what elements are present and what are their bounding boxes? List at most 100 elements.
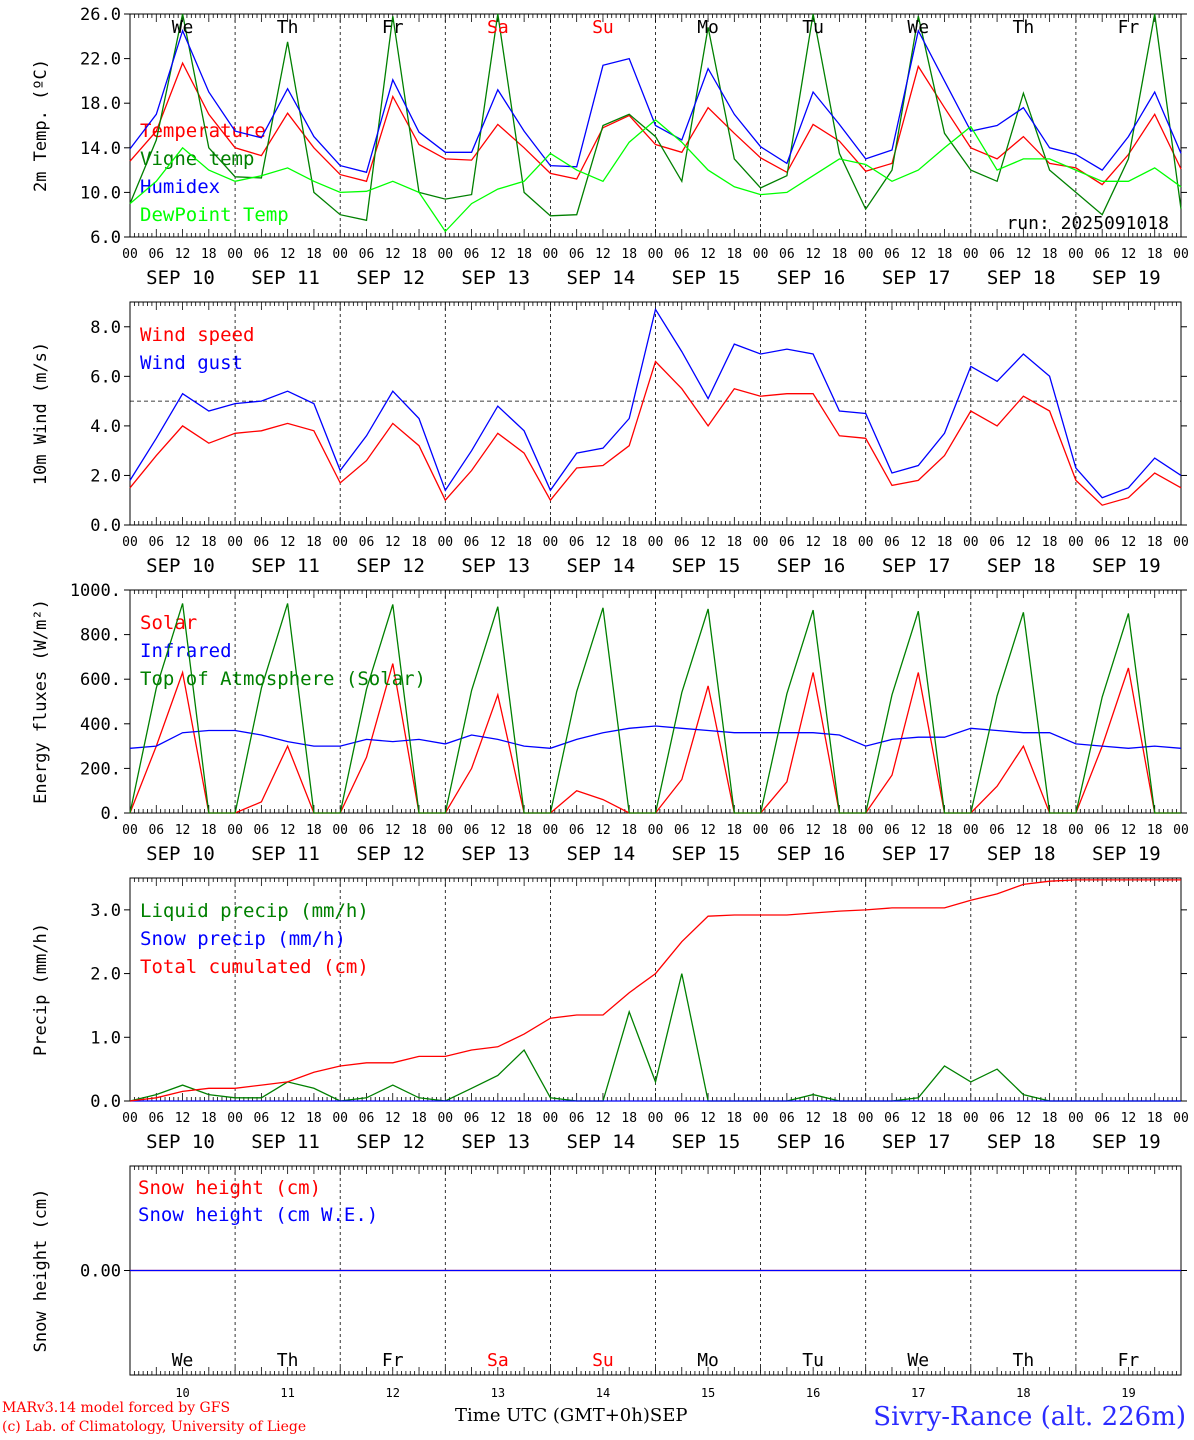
plot-frame (129, 589, 1182, 814)
x-day-number: 10 (175, 1386, 189, 1400)
x-hour-label: 12 (490, 535, 506, 550)
x-hour-label: 18 (516, 1111, 532, 1126)
x-hour-label: 18 (516, 247, 532, 262)
x-date-label: SEP 15 (672, 267, 741, 289)
x-hour-label: 00 (437, 823, 453, 838)
weekday-label: Sa (487, 1350, 509, 1371)
x-hour-label: 18 (1042, 823, 1058, 838)
legend-entry: Solar (140, 612, 197, 634)
x-date-label: SEP 10 (146, 555, 215, 577)
x-hour-label: 18 (411, 1111, 427, 1126)
x-hour-label: 00 (227, 535, 243, 550)
x-hour-label: 06 (779, 823, 795, 838)
x-hour-label: 06 (254, 247, 270, 262)
x-hour-label: 18 (516, 535, 532, 550)
x-date-label: SEP 17 (882, 843, 951, 865)
y-axis-label: 10m Wind (m/s) (31, 342, 51, 485)
x-date-label: SEP 15 (672, 1131, 741, 1153)
x-hour-label: 00 (753, 247, 769, 262)
x-date-label: SEP 19 (1092, 555, 1161, 577)
x-hour-label: 12 (385, 823, 401, 838)
x-hour-label: 06 (359, 1111, 375, 1126)
weekday-label: Sa (487, 17, 509, 38)
station-label: Sivry-Rance (alt. 226m) (873, 1402, 1186, 1432)
series-line-liquid-precip-mm-h- (129, 973, 1181, 1102)
x-date-label: SEP 14 (567, 555, 636, 577)
x-date-label: SEP 13 (461, 843, 530, 865)
x-hour-label: 00 (332, 247, 348, 262)
y-tick-label: 600. (80, 670, 121, 690)
x-date-label: SEP 12 (356, 555, 425, 577)
y-tick-label: 26.0 (80, 5, 121, 25)
x-date-label: SEP 19 (1092, 843, 1161, 865)
x-hour-label: 06 (359, 247, 375, 262)
x-hour-label: 18 (1147, 247, 1163, 262)
x-hour-label: 12 (1121, 247, 1137, 262)
x-date-label: SEP 10 (146, 1131, 215, 1153)
x-date-label: SEP 18 (987, 843, 1056, 865)
x-hour-label: 18 (1147, 535, 1163, 550)
x-hour-label: 18 (201, 823, 217, 838)
x-date-label: SEP 14 (567, 843, 636, 865)
legend-entry: Total cumulated (cm) (140, 956, 369, 978)
x-date-label: SEP 17 (882, 267, 951, 289)
x-hour-label: 06 (989, 535, 1005, 550)
x-hour-label: 00 (1173, 823, 1189, 838)
x-hour-label: 12 (490, 1111, 506, 1126)
x-hour-label: 12 (700, 535, 716, 550)
x-day-number: 18 (1016, 1386, 1030, 1400)
x-date-label: SEP 11 (251, 555, 320, 577)
x-date-label: SEP 13 (461, 1131, 530, 1153)
x-hour-label: 06 (1094, 1111, 1110, 1126)
x-hour-label: 18 (621, 823, 637, 838)
x-hour-label: 18 (1147, 823, 1163, 838)
x-hour-label: 12 (175, 535, 191, 550)
x-hour-label: 00 (753, 535, 769, 550)
y-axis-label: Snow height (cm) (31, 1189, 51, 1353)
x-date-label: SEP 13 (461, 267, 530, 289)
x-hour-label: 00 (648, 247, 664, 262)
x-hour-label: 12 (1016, 823, 1032, 838)
x-hour-label: 18 (1042, 247, 1058, 262)
x-hour-label: 12 (280, 247, 296, 262)
x-date-label: SEP 19 (1092, 1131, 1161, 1153)
legend-entry: Snow precip (mm/h) (140, 928, 346, 950)
x-hour-label: 00 (543, 1111, 559, 1126)
x-hour-label: 00 (648, 823, 664, 838)
weekday-label: Th (277, 17, 299, 38)
y-axis-label: 2m Temp. (ºC) (31, 59, 51, 192)
x-day-number: 14 (596, 1386, 610, 1400)
x-hour-label: 00 (227, 823, 243, 838)
x-hour-label: 00 (543, 823, 559, 838)
x-hour-label: 12 (385, 535, 401, 550)
x-hour-label: 00 (1173, 1111, 1189, 1126)
x-hour-label: 06 (884, 823, 900, 838)
y-tick-label: 18.0 (80, 94, 121, 114)
x-hour-label: 18 (621, 247, 637, 262)
y-tick-label: 3.0 (90, 901, 121, 921)
series-line-humidex (129, 28, 1182, 174)
x-date-label: SEP 12 (356, 843, 425, 865)
x-hour-label: 18 (1042, 535, 1058, 550)
x-day-number: 12 (386, 1386, 400, 1400)
weekday-label: Su (592, 17, 614, 38)
series-line-total-cumulated-cm- (129, 879, 1181, 1102)
x-hour-label: 12 (280, 823, 296, 838)
x-hour-label: 06 (1094, 535, 1110, 550)
x-hour-label: 00 (648, 1111, 664, 1126)
series-line-dewpoint-temp (129, 119, 1182, 233)
x-hour-label: 06 (359, 823, 375, 838)
x-date-label: SEP 11 (251, 267, 320, 289)
x-hour-label: 00 (122, 823, 138, 838)
legend-entry: Snow height (cm W.E.) (138, 1204, 378, 1226)
x-hour-label: 00 (227, 247, 243, 262)
x-hour-label: 00 (122, 1111, 138, 1126)
x-hour-label: 06 (779, 1111, 795, 1126)
x-hour-label: 06 (779, 247, 795, 262)
x-hour-label: 12 (280, 1111, 296, 1126)
x-hour-label: 18 (411, 247, 427, 262)
x-hour-label: 18 (937, 247, 953, 262)
weekday-label: We (907, 1350, 929, 1371)
x-hour-label: 00 (1068, 247, 1084, 262)
